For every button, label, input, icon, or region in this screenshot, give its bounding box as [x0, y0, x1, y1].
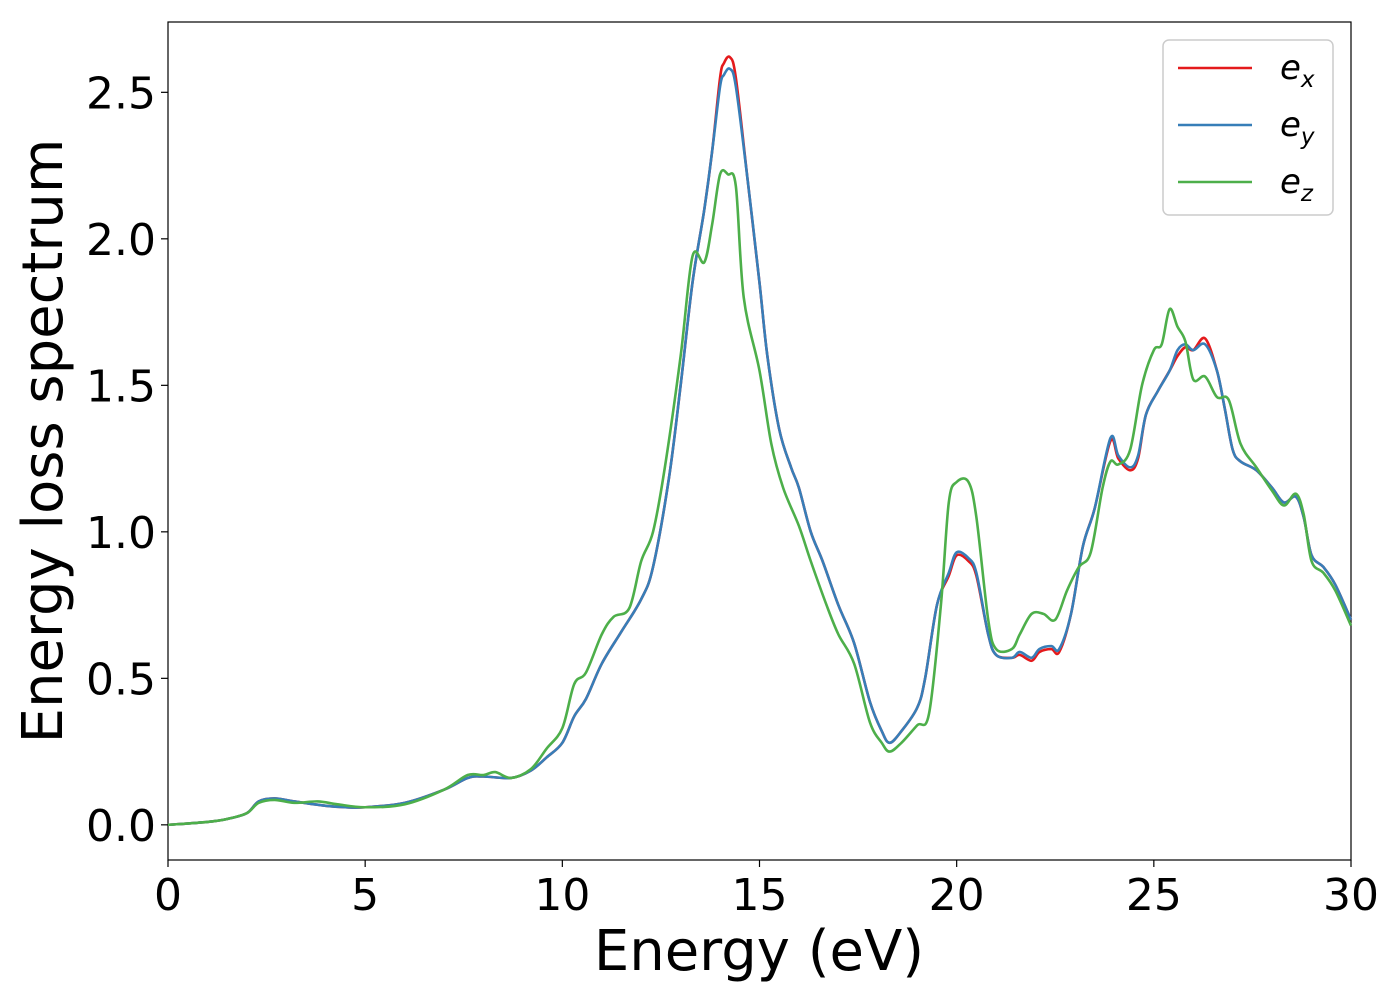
x-tick-label: 5 — [351, 870, 379, 921]
y-tick-label: 0.5 — [86, 654, 156, 705]
legend-box — [1162, 39, 1334, 216]
legend: ex ey ez — [1162, 39, 1334, 216]
legend-label-e-z: ez — [1280, 162, 1314, 207]
y-tick-label: 2.0 — [86, 215, 156, 266]
y-tick-label: 2.5 — [86, 68, 156, 119]
y-tick-label: 0.0 — [86, 801, 156, 852]
y-tick-label: 1.0 — [86, 508, 156, 559]
series-line-e-z — [167, 168, 1353, 827]
legend-label-e-x: ex — [1280, 48, 1315, 93]
x-axis-ticks: 0 5 10 15 20 25 30 — [154, 860, 1379, 921]
y-tick-label: 1.5 — [86, 361, 156, 412]
x-tick-label: 15 — [732, 870, 788, 921]
x-tick-label: 20 — [929, 870, 985, 921]
y-axis-ticks: 0.0 0.5 1.0 1.5 2.0 2.5 — [86, 68, 168, 852]
x-tick-label: 30 — [1323, 870, 1379, 921]
x-tick-label: 10 — [534, 870, 590, 921]
series-layer — [167, 55, 1353, 827]
y-axis-title: Energy loss spectrum — [11, 139, 76, 744]
x-tick-label: 25 — [1126, 870, 1182, 921]
x-tick-label: 0 — [154, 870, 182, 921]
x-axis-title: Energy (eV) — [594, 919, 924, 984]
legend-label-e-y: ey — [1280, 105, 1315, 150]
